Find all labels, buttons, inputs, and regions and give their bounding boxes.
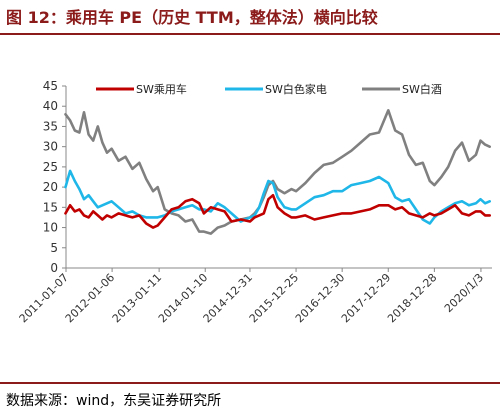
y-tick-label: 20 [43,180,58,194]
series-lines [64,109,492,235]
y-tick-label: 25 [43,160,58,174]
x-tick-label: 2018-12-28 [385,271,439,325]
y-tick-label: 40 [43,99,58,113]
data-source-note: 数据来源：wind，东吴证券研究所 [6,393,222,409]
y-axis-ticks: 0 5 10 15 20 25 30 35 40 45 [43,79,66,275]
y-tick-label: 35 [43,119,58,133]
legend-label-3: SW白酒 [402,82,442,96]
series-line-2 [64,169,492,225]
title-divider [0,33,500,35]
y-tick-label: 45 [43,79,58,93]
chart-legend: SW乘用车 SW白色家电 SW白酒 [96,82,442,96]
x-tick-label: 2020/1/3 [442,271,486,315]
y-tick-label: 10 [43,221,58,235]
y-tick-label: 30 [43,140,58,154]
footer-divider [0,382,500,384]
pe-comparison-chart: 0 5 10 15 20 25 30 35 40 45 2011-01-072012-01-062… [17,79,492,325]
legend-label-1: SW乘用车 [136,82,187,96]
x-tick-label: 2012-01-06 [63,271,117,325]
y-tick-label: 0 [50,261,58,275]
legend-label-2: SW白色家电 [265,82,327,96]
figure-title: 图 12：乘用车 PE（历史 TTM，整体法）横向比较 [6,8,378,27]
series-line-1 [64,193,492,229]
x-axis-ticks: 2011-01-072012-01-062013-01-112014-01-10… [17,268,486,325]
y-tick-label: 5 [50,241,58,255]
y-tick-label: 15 [43,200,58,214]
